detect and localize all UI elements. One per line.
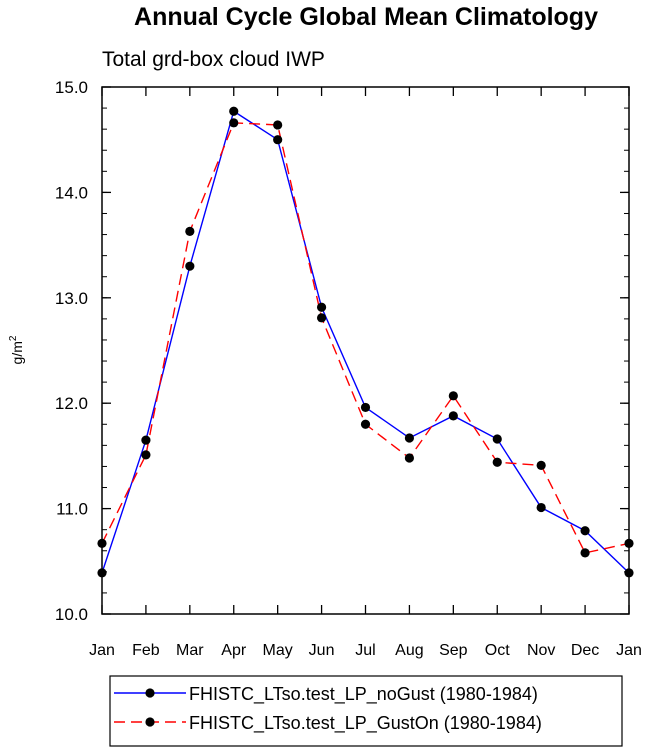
data-point	[404, 453, 415, 463]
series-lines	[101, 110, 630, 574]
legend-marker	[145, 688, 155, 698]
x-tick-label: Dec	[571, 642, 599, 659]
y-axis-label-unit: g/m	[9, 341, 25, 364]
x-tick-label: Apr	[221, 642, 247, 659]
y-tick-label: 10.0	[55, 605, 88, 624]
legend-label: FHISTC_LTso.test_LP_noGust (1980-1984)	[189, 684, 538, 705]
x-tick-label: Feb	[132, 642, 160, 659]
y-tick-label: 12.0	[55, 394, 88, 413]
x-tick-labels: Jan Feb Mar Apr May Jun Jul Aug Sep Oct Nov Dec Jan	[89, 642, 642, 659]
data-point	[316, 302, 327, 312]
data-point	[404, 433, 415, 443]
series-points	[97, 106, 634, 578]
data-point	[316, 313, 327, 323]
chart-subtitle: Total grd-box cloud IWP	[102, 48, 325, 71]
x-tick-label: Sep	[439, 642, 468, 659]
x-tick-label: Jan	[89, 642, 115, 659]
data-point	[624, 538, 634, 548]
plot-frame	[101, 86, 630, 615]
chart-title: Annual Cycle Global Mean Climatology	[134, 3, 598, 31]
data-point	[229, 106, 239, 116]
x-tick-label: Aug	[395, 642, 423, 659]
x-tick-label: Jan	[616, 642, 642, 659]
legend-label: FHISTC_LTso.test_LP_GustOn (1980-1984)	[189, 713, 542, 734]
data-point	[536, 502, 546, 513]
x-tick-label: Mar	[176, 642, 204, 659]
legend-box	[109, 675, 623, 747]
legend-marker	[145, 717, 155, 727]
data-point	[273, 135, 283, 145]
data-point	[360, 419, 371, 429]
data-point	[580, 548, 590, 558]
y-tick-label: 11.0	[56, 500, 88, 519]
data-point	[580, 526, 590, 536]
data-point	[97, 568, 107, 578]
data-point	[185, 261, 195, 271]
x-tick-label: Nov	[527, 642, 555, 659]
data-point	[97, 538, 107, 548]
x-tick-label: Oct	[485, 642, 510, 659]
data-point	[229, 118, 239, 128]
x-tick-label: May	[263, 642, 293, 659]
series-line	[101, 110, 630, 574]
axis-ticks	[101, 86, 630, 615]
y-axis-label-superscript: 2	[8, 335, 19, 341]
y-tick-labels: 10.0 11.0 12.0 13.0 14.0 15.0	[55, 78, 88, 624]
data-point	[536, 460, 546, 470]
x-tick-label: Jul	[355, 642, 375, 659]
data-point	[448, 411, 458, 421]
x-tick-label: Jun	[309, 642, 335, 659]
data-point	[492, 434, 502, 444]
data-point	[141, 435, 151, 445]
data-point	[141, 450, 151, 460]
data-point	[273, 120, 283, 130]
y-tick-label: 14.0	[55, 183, 88, 202]
data-point	[185, 226, 195, 236]
data-point	[360, 402, 371, 413]
data-point	[492, 457, 502, 467]
data-point	[624, 568, 634, 578]
y-axis-label: g/m2	[8, 335, 25, 364]
series-line	[101, 122, 630, 554]
data-point	[448, 391, 458, 401]
y-tick-label: 13.0	[55, 289, 88, 308]
legend: FHISTC_LTso.test_LP_noGust (1980-1984) FH…	[114, 684, 542, 734]
y-tick-label: 15.0	[55, 78, 88, 97]
